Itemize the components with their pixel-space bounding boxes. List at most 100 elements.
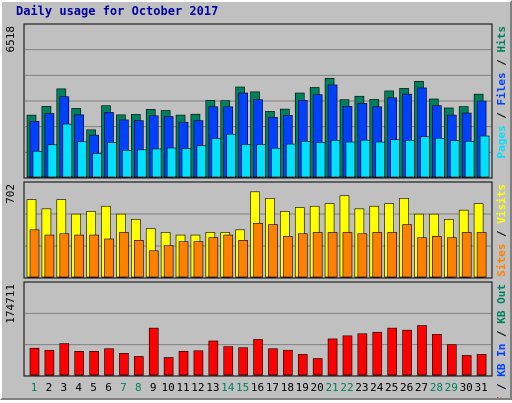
x-tick-label-day-12: 12 [191, 381, 204, 394]
x-tick-label-day-4: 4 [75, 381, 82, 394]
x-tick-label-day-14: 14 [221, 381, 235, 394]
bar-sites-day-24 [372, 232, 383, 278]
bar-pages-day-20 [315, 142, 326, 178]
bar-pages-day-21 [330, 140, 341, 178]
chart-title: Daily usage for October 2017 [16, 4, 218, 18]
bar-sites-day-6 [104, 238, 114, 278]
y-max-label: 702 [4, 184, 17, 204]
x-tick-label-day-20: 20 [311, 381, 324, 394]
bar-pages-day-7 [122, 150, 132, 178]
legend-entry: KB In [495, 344, 508, 377]
bar-kb-f-day-2 [44, 349, 55, 376]
legend-entry: Pages [495, 125, 508, 158]
x-tick-label-day-15: 15 [236, 381, 249, 394]
bar-pages-day-28 [435, 138, 445, 178]
bar-pages-day-10 [166, 147, 177, 178]
bar-kb-f-day-29 [446, 344, 457, 376]
x-tick-label-day-5: 5 [90, 381, 97, 394]
x-tick-label-day-3: 3 [60, 381, 67, 394]
bar-sites-day-9 [148, 250, 159, 278]
bar-pages-day-17 [271, 147, 281, 178]
bar-kb-f-day-31 [476, 354, 487, 376]
bar-pages-day-26 [405, 140, 415, 178]
bar-pages-day-11 [181, 148, 192, 178]
bar-kb-f-day-17 [268, 348, 278, 376]
bar-kb-f-day-5 [89, 351, 99, 376]
bar-pages-day-6 [107, 142, 117, 178]
bar-kb-f-day-21 [327, 338, 338, 376]
bar-sites-day-1 [29, 229, 40, 278]
y-max-label: 6518 [4, 26, 17, 53]
x-tick-label-day-19: 19 [296, 381, 309, 394]
bar-sites-day-23 [357, 233, 368, 278]
x-tick-label-day-31: 31 [474, 381, 487, 394]
bar-pages-day-4 [77, 141, 88, 178]
bar-pages-day-14 [226, 133, 237, 178]
bar-sites-day-31 [476, 232, 487, 278]
x-tick-label-day-18: 18 [281, 381, 294, 394]
bar-kb-f-day-28 [432, 334, 442, 376]
bar-pages-day-31 [479, 135, 490, 178]
bar-kb-f-day-16 [253, 339, 263, 376]
bar-sites-day-17 [268, 224, 278, 278]
x-tick-label-day-7: 7 [120, 381, 127, 394]
bar-sites-day-28 [432, 236, 442, 278]
bar-pages-day-29 [449, 140, 460, 178]
x-tick-label-day-17: 17 [266, 381, 279, 394]
bar-kb-f-day-18 [283, 349, 293, 376]
x-tick-label-day-30: 30 [460, 381, 473, 394]
bar-pages-day-18 [286, 143, 296, 178]
bar-kb-f-day-4 [74, 351, 85, 376]
x-tick-label-day-2: 2 [46, 381, 53, 394]
bar-sites-day-30 [461, 232, 472, 278]
bar-sites-day-10 [163, 245, 174, 278]
bar-kb-f-day-24 [372, 331, 383, 376]
x-tick-label-day-24: 24 [370, 381, 384, 394]
bar-pages-day-23 [360, 139, 371, 178]
bar-kb-f-day-6 [104, 348, 114, 376]
bar-pages-day-3 [62, 123, 73, 178]
bar-sites-day-8 [134, 240, 144, 278]
bar-kb-f-day-26 [402, 329, 412, 376]
bar-sites-day-29 [446, 237, 457, 278]
bar-kb-f-day-20 [312, 358, 323, 376]
x-tick-label-day-11: 11 [176, 381, 189, 394]
x-tick-label-day-27: 27 [415, 381, 428, 394]
x-tick-label-day-25: 25 [385, 381, 398, 394]
bar-sites-day-18 [283, 236, 293, 278]
x-tick-label-day-26: 26 [400, 381, 413, 394]
bar-sites-day-16 [253, 222, 263, 278]
x-tick-label-day-16: 16 [251, 381, 264, 394]
y-max-label: 174711 [4, 284, 17, 324]
bar-sites-day-14 [223, 234, 234, 278]
bar-kb-f-day-9 [148, 327, 159, 376]
bar-sites-day-26 [402, 224, 412, 278]
x-tick-label-day-10: 10 [162, 381, 175, 394]
bar-sites-day-21 [327, 232, 338, 278]
bar-pages-day-9 [151, 148, 162, 178]
bar-kb-f-day-13 [208, 340, 219, 376]
bar-sites-day-5 [89, 234, 99, 278]
x-tick-label-day-29: 29 [445, 381, 458, 394]
bar-kb-f-day-30 [461, 355, 472, 376]
bar-pages-day-8 [137, 149, 147, 178]
bar-pages-day-27 [420, 136, 430, 178]
legend-entry: KB Out [495, 284, 508, 324]
bar-sites-day-12 [193, 241, 204, 278]
bar-sites-day-3 [59, 233, 70, 278]
legend-entry: Visits [495, 184, 508, 224]
bar-kb-f-day-15 [238, 347, 248, 376]
bar-sites-day-4 [74, 234, 85, 278]
bar-kb-f-day-7 [119, 353, 129, 376]
bar-pages-day-16 [256, 144, 266, 178]
x-tick-label-day-6: 6 [105, 381, 112, 394]
bar-kb-f-day-27 [417, 325, 427, 376]
bar-sites-day-27 [417, 237, 427, 278]
bar-kb-f-day-19 [297, 354, 308, 376]
bar-kb-f-day-22 [342, 335, 353, 376]
bar-sites-day-25 [387, 232, 397, 278]
x-tick-label-day-21: 21 [325, 381, 338, 394]
legend-entry: Files [495, 72, 508, 105]
bar-kb-f-day-23 [357, 333, 368, 376]
